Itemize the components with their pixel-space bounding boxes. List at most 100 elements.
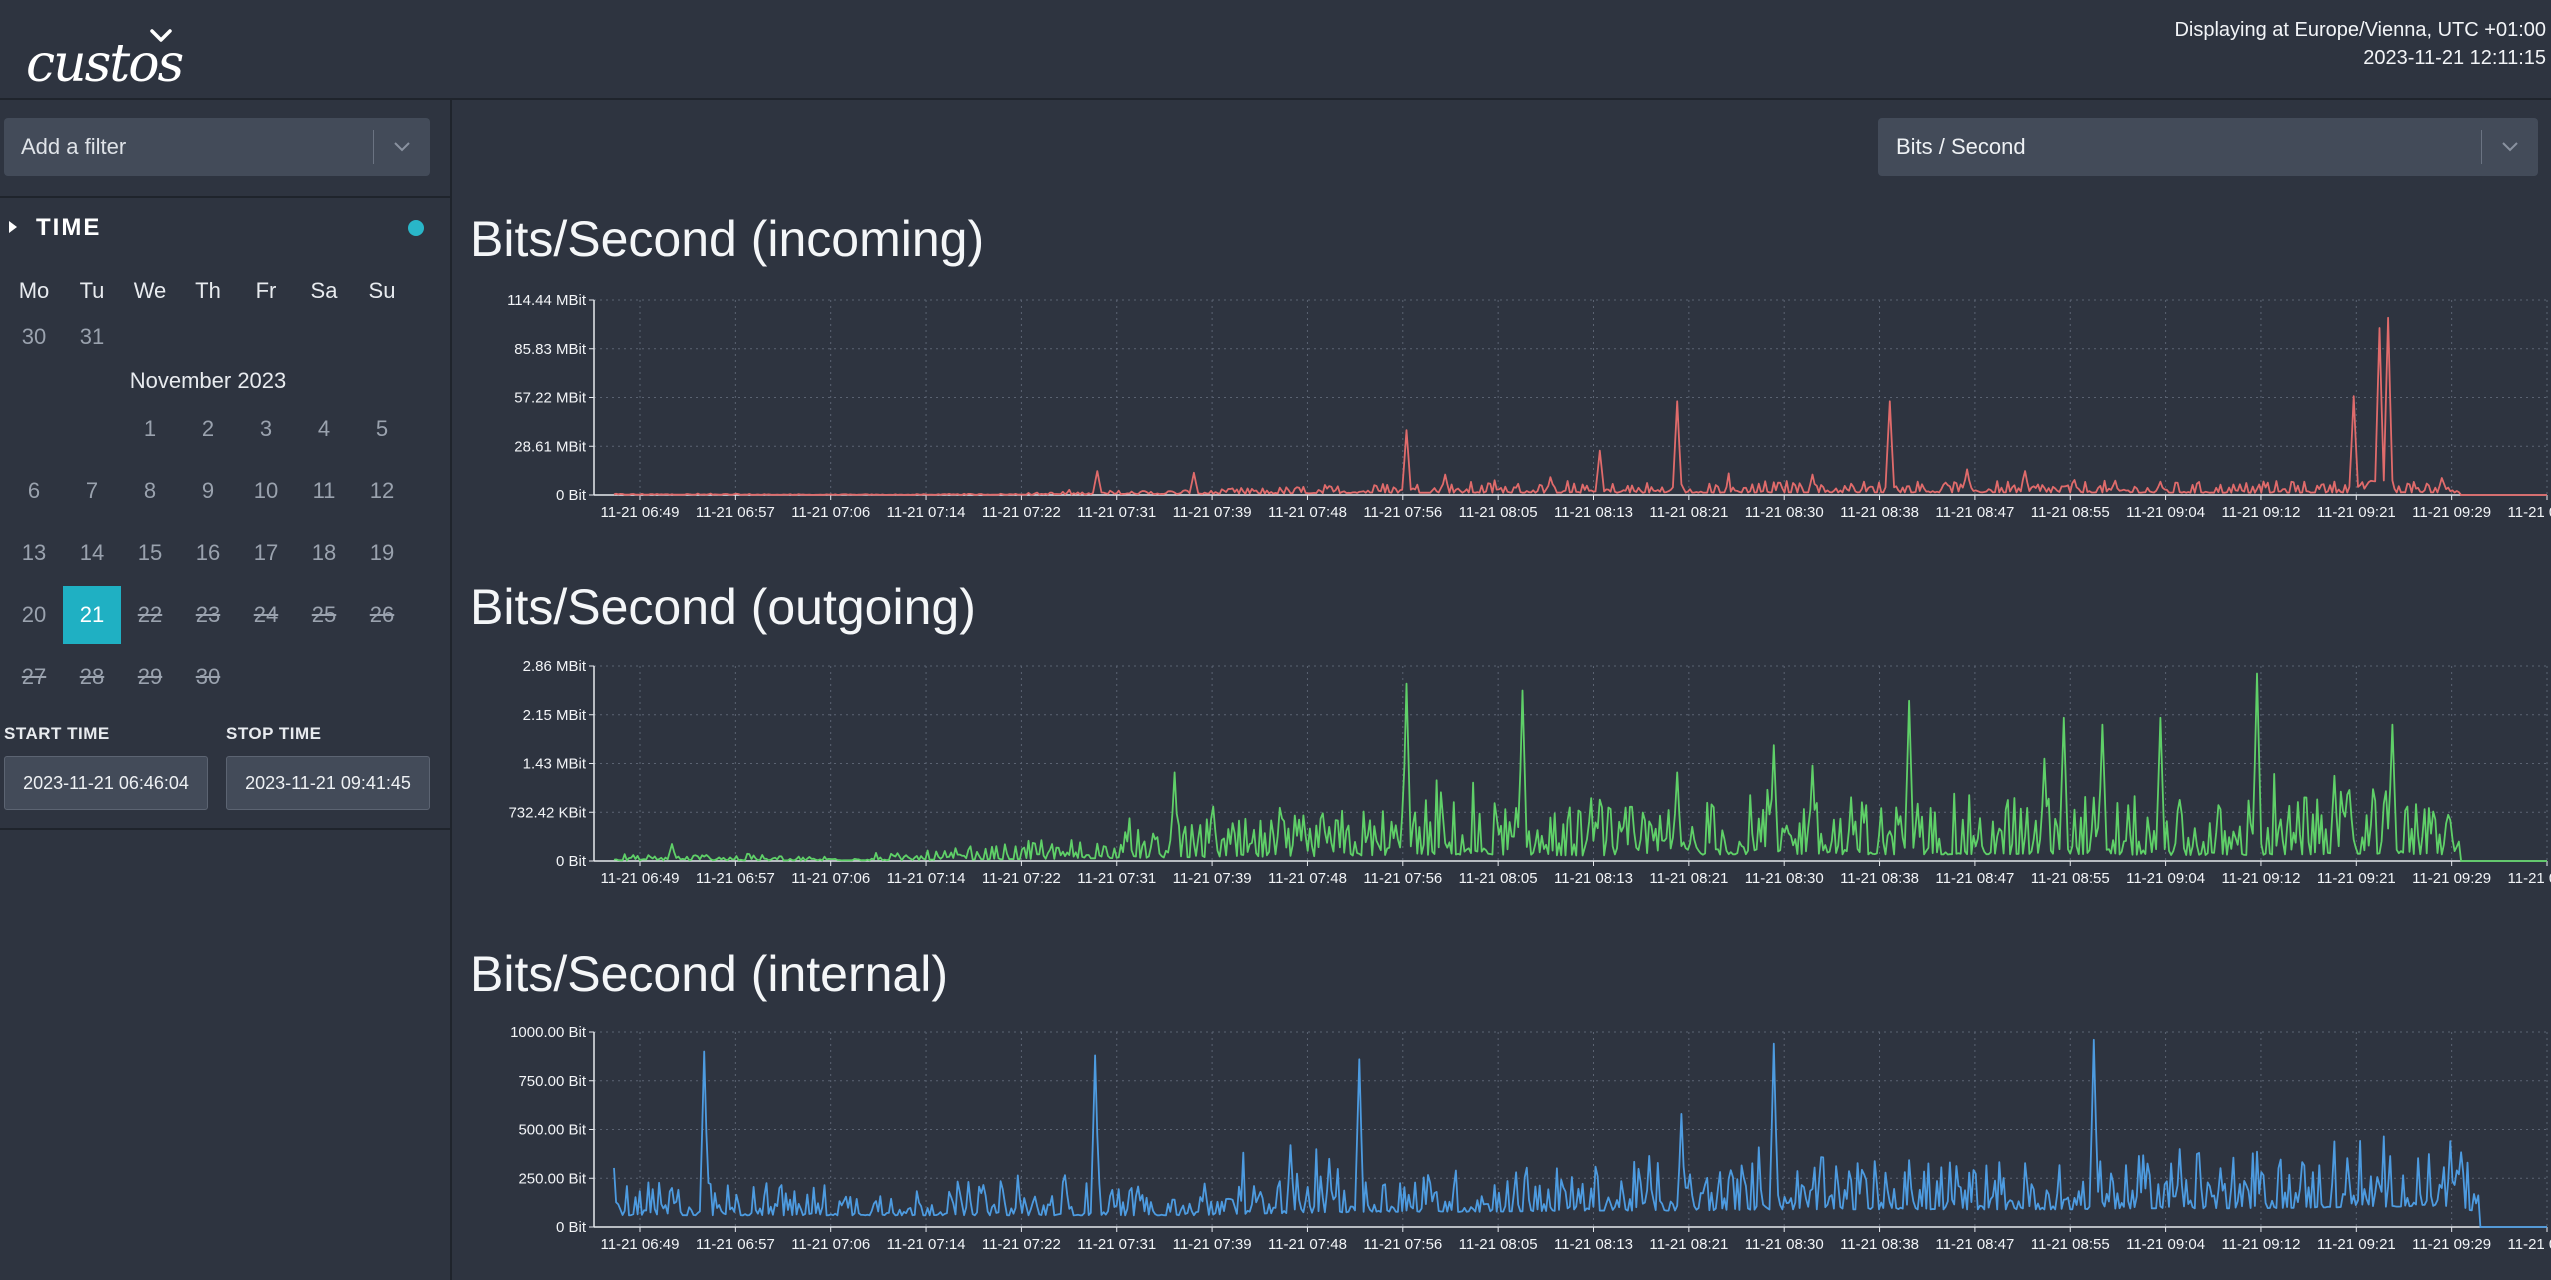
- chart-incoming[interactable]: 0 Bit 28.61 MBit 57.22 MBit 85.83 MBit 114.4…: [452, 290, 2551, 535]
- x-tick-label: 11-21 06:49: [601, 1236, 680, 1253]
- calendar-day-17[interactable]: 17: [253, 540, 279, 565]
- y-tick-label: 2.15 MBit: [523, 707, 587, 724]
- x-tick-label: 11-21 08:05: [1459, 504, 1538, 521]
- chevron-down-icon[interactable]: [390, 138, 414, 156]
- calendar-day-22: 22: [137, 602, 163, 627]
- x-tick-label: 11-21 06:49: [601, 504, 680, 521]
- x-tick-label: 11-21 08:05: [1459, 1236, 1538, 1253]
- chevron-down-icon[interactable]: [2498, 138, 2522, 156]
- x-tick-label: 11-21 09:29: [2412, 504, 2491, 521]
- calendar-day-9[interactable]: 9: [201, 478, 215, 503]
- y-tick-label: 1000.00 Bit: [510, 1024, 587, 1041]
- calendar-day-prev-31[interactable]: 31: [79, 324, 105, 349]
- start-time-label: START TIME: [4, 724, 110, 743]
- calendar-day-7[interactable]: 7: [85, 478, 99, 503]
- x-tick-label: 11-21 08:55: [2031, 870, 2110, 887]
- chart-outgoing[interactable]: 0 Bit 732.42 KBit 1.43 MBit 2.15 MBit 2.86 M…: [452, 656, 2551, 901]
- x-tick-label: 11-21 07:06: [791, 1236, 870, 1253]
- y-tick-label: 750.00 Bit: [518, 1073, 586, 1090]
- unit-select-divider: [2481, 130, 2482, 164]
- sidebar-divider: [0, 196, 450, 198]
- x-tick-label: 11-21 07:39: [1173, 870, 1252, 887]
- x-tick-label: 11-21 07:39: [1173, 1236, 1252, 1253]
- y-tick-label: 28.61 MBit: [514, 438, 587, 455]
- calendar-day-13[interactable]: 13: [21, 540, 47, 565]
- x-tick-label: 11-21 07:39: [1173, 504, 1252, 521]
- sidebar: Add a filter TIME Mo Tu We Th Fr Sa Su 30 31 1 2 3 4…: [0, 100, 452, 1280]
- x-tick-label: 11-21 08:47: [1935, 504, 2014, 521]
- custos-logo[interactable]: custos: [12, 14, 184, 94]
- calendar-day-2[interactable]: 2: [201, 416, 215, 441]
- x-tick-label: 11-21 07:31: [1077, 504, 1156, 521]
- y-tick-label: 500.00 Bit: [518, 1122, 586, 1139]
- x-tick-label: 11-21 09:41: [2508, 1236, 2551, 1253]
- calendar-day-11[interactable]: 11: [312, 478, 336, 503]
- x-tick-label: 11-21 09:41: [2508, 504, 2551, 521]
- calendar-day-21[interactable]: 21: [63, 586, 121, 644]
- series-line: [613, 672, 2547, 862]
- chart-title-outgoing: Bits/Second (outgoing): [470, 579, 976, 635]
- x-tick-label: 11-21 07:31: [1077, 870, 1156, 887]
- timezone-label: Displaying at Europe/Vienna, UTC +01:00: [2174, 19, 2546, 41]
- x-tick-label: 11-21 08:30: [1745, 504, 1824, 521]
- x-tick-label: 11-21 07:22: [982, 870, 1061, 887]
- calendar-day-12[interactable]: 12: [369, 478, 395, 503]
- x-tick-label: 11-21 07:06: [791, 504, 870, 521]
- sidebar-divider: [0, 828, 450, 830]
- x-tick-label: 11-21 07:56: [1363, 504, 1442, 521]
- calendar-day-20[interactable]: 20: [21, 602, 47, 627]
- x-tick-label: 11-21 08:38: [1840, 1236, 1919, 1253]
- calendar-day-24: 24: [253, 602, 279, 627]
- weekday-th: Th: [195, 278, 221, 303]
- calendar-day-14[interactable]: 14: [79, 540, 105, 565]
- calendar-day-3[interactable]: 3: [259, 416, 273, 441]
- top-bar: custos Displaying at Europe/Vienna, UTC …: [0, 0, 2551, 100]
- calendar-day-8[interactable]: 8: [143, 478, 157, 503]
- stop-time-input[interactable]: 2023-11-21 09:41:45: [226, 756, 430, 810]
- y-tick-label: 250.00 Bit: [518, 1170, 586, 1187]
- filter-placeholder: Add a filter: [21, 134, 127, 159]
- calendar-day-5[interactable]: 5: [375, 416, 389, 441]
- chart-internal[interactable]: 0 Bit 250.00 Bit 500.00 Bit 750.00 Bit 1000.…: [452, 1022, 2551, 1267]
- calendar-day-15[interactable]: 15: [137, 540, 163, 565]
- calendar-day-23: 23: [195, 602, 221, 627]
- x-tick-label: 11-21 09:29: [2412, 870, 2491, 887]
- x-tick-label: 11-21 09:29: [2412, 1236, 2491, 1253]
- calendar-day-19[interactable]: 19: [369, 540, 395, 565]
- y-tick-label: 0 Bit: [556, 853, 587, 870]
- calendar-day-10[interactable]: 10: [253, 478, 279, 503]
- status-dot-icon: [408, 220, 424, 236]
- chart-title-internal: Bits/Second (internal): [470, 946, 949, 1002]
- filter-select[interactable]: Add a filter: [4, 118, 430, 176]
- calendar-day-28: 28: [79, 664, 105, 689]
- calendar-day-18[interactable]: 18: [311, 540, 337, 565]
- x-tick-label: 11-21 06:57: [696, 1236, 775, 1253]
- x-tick-label: 11-21 09:04: [2126, 504, 2205, 521]
- x-tick-label: 11-21 09:12: [2221, 870, 2300, 887]
- weekday-fr: Fr: [255, 278, 277, 303]
- time-section-title: TIME: [36, 214, 102, 241]
- x-tick-label: 11-21 08:13: [1554, 1236, 1633, 1253]
- y-tick-label: 0 Bit: [556, 487, 587, 504]
- calendar-day-6[interactable]: 6: [27, 478, 41, 503]
- unit-select[interactable]: Bits / Second: [1878, 118, 2538, 176]
- calendar-day-4[interactable]: 4: [317, 416, 331, 441]
- x-tick-label: 11-21 07:56: [1363, 1236, 1442, 1253]
- y-tick-label: 114.44 MBit: [507, 292, 587, 309]
- start-time-input[interactable]: 2023-11-21 06:46:04: [4, 756, 208, 810]
- calendar-day-1[interactable]: 1: [143, 416, 157, 441]
- main-content: Bits / Second Bits/Second (incoming) 0 B…: [452, 100, 2551, 1280]
- calendar-day-30: 30: [195, 664, 221, 689]
- chart-title-incoming: Bits/Second (incoming): [470, 211, 985, 267]
- calendar-day-prev-30[interactable]: 30: [21, 324, 47, 349]
- chevron-down-icon[interactable]: [148, 26, 174, 46]
- x-tick-label: 11-21 07:48: [1268, 870, 1347, 887]
- calendar-day-16[interactable]: 16: [195, 540, 221, 565]
- calendar-day-25: 25: [311, 602, 337, 627]
- x-tick-label: 11-21 08:47: [1935, 1236, 2014, 1253]
- x-tick-label: 11-21 07:14: [887, 504, 966, 521]
- x-tick-label: 11-21 07:48: [1268, 1236, 1347, 1253]
- x-tick-label: 11-21 08:38: [1840, 504, 1919, 521]
- x-tick-label: 11-21 07:56: [1363, 870, 1442, 887]
- x-tick-label: 11-21 09:21: [2317, 870, 2396, 887]
